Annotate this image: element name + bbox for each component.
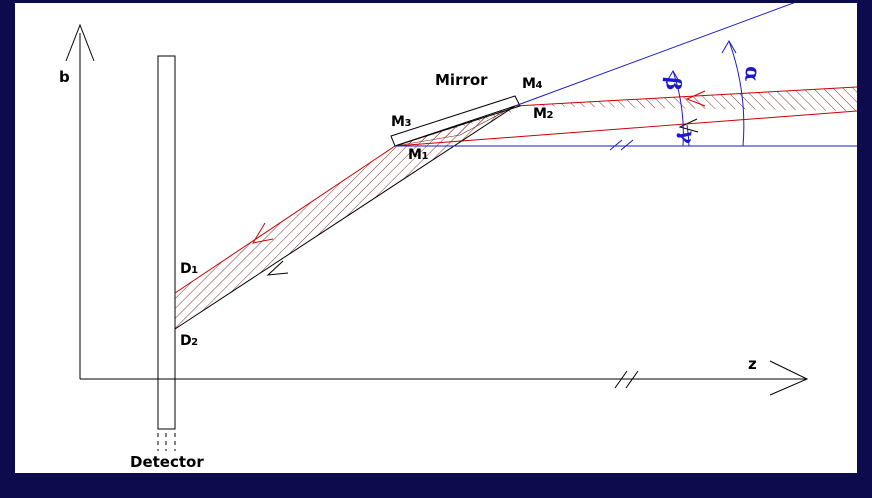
point-m4-label: M4 (522, 76, 542, 92)
b-axis-label: b (59, 68, 70, 86)
mirror-label: Mirror (435, 71, 488, 89)
point-m3-label: M3 (391, 114, 411, 130)
b-axis (65, 23, 95, 379)
diagram-panel: b z Mirror Detector M1 M2 M3 M4 D1 D2 α … (15, 3, 857, 473)
mirror-detector-diagram (65, 3, 857, 451)
point-d1-label: D1 (180, 261, 198, 277)
beta-angle-label: β (661, 76, 687, 92)
detector-label: Detector (130, 453, 204, 471)
point-m2-label: M2 (533, 106, 553, 122)
alpha-arc (728, 40, 745, 147)
reflected-beam-arrow-2 (266, 260, 289, 276)
gamma-angle-label: γ (675, 129, 701, 145)
z-axis-label: z (748, 355, 757, 373)
detector-plate (157, 55, 176, 451)
z-axis-break-mark (614, 370, 628, 389)
reflected-beam-arrow (251, 222, 274, 244)
mirror-surface-extension (514, 3, 795, 107)
gamma-arc (686, 124, 690, 147)
incoming-beam-arrow-2 (678, 118, 699, 133)
beta-arc (672, 70, 684, 147)
incoming-beam-lower-edge (394, 110, 857, 147)
mirror (390, 95, 521, 147)
incoming-beam-upper-edge (514, 86, 857, 107)
reflected-beam-upper-edge (174, 145, 396, 294)
point-d2-label: D2 (180, 333, 198, 349)
incoming-beam-arrow (685, 90, 706, 107)
alpha-angle-label: α (740, 65, 766, 83)
reference-break-mark (609, 139, 623, 151)
point-m1-label: M1 (408, 147, 428, 163)
z-axis (80, 360, 809, 396)
reflected-beam-lower-edge (174, 105, 516, 330)
